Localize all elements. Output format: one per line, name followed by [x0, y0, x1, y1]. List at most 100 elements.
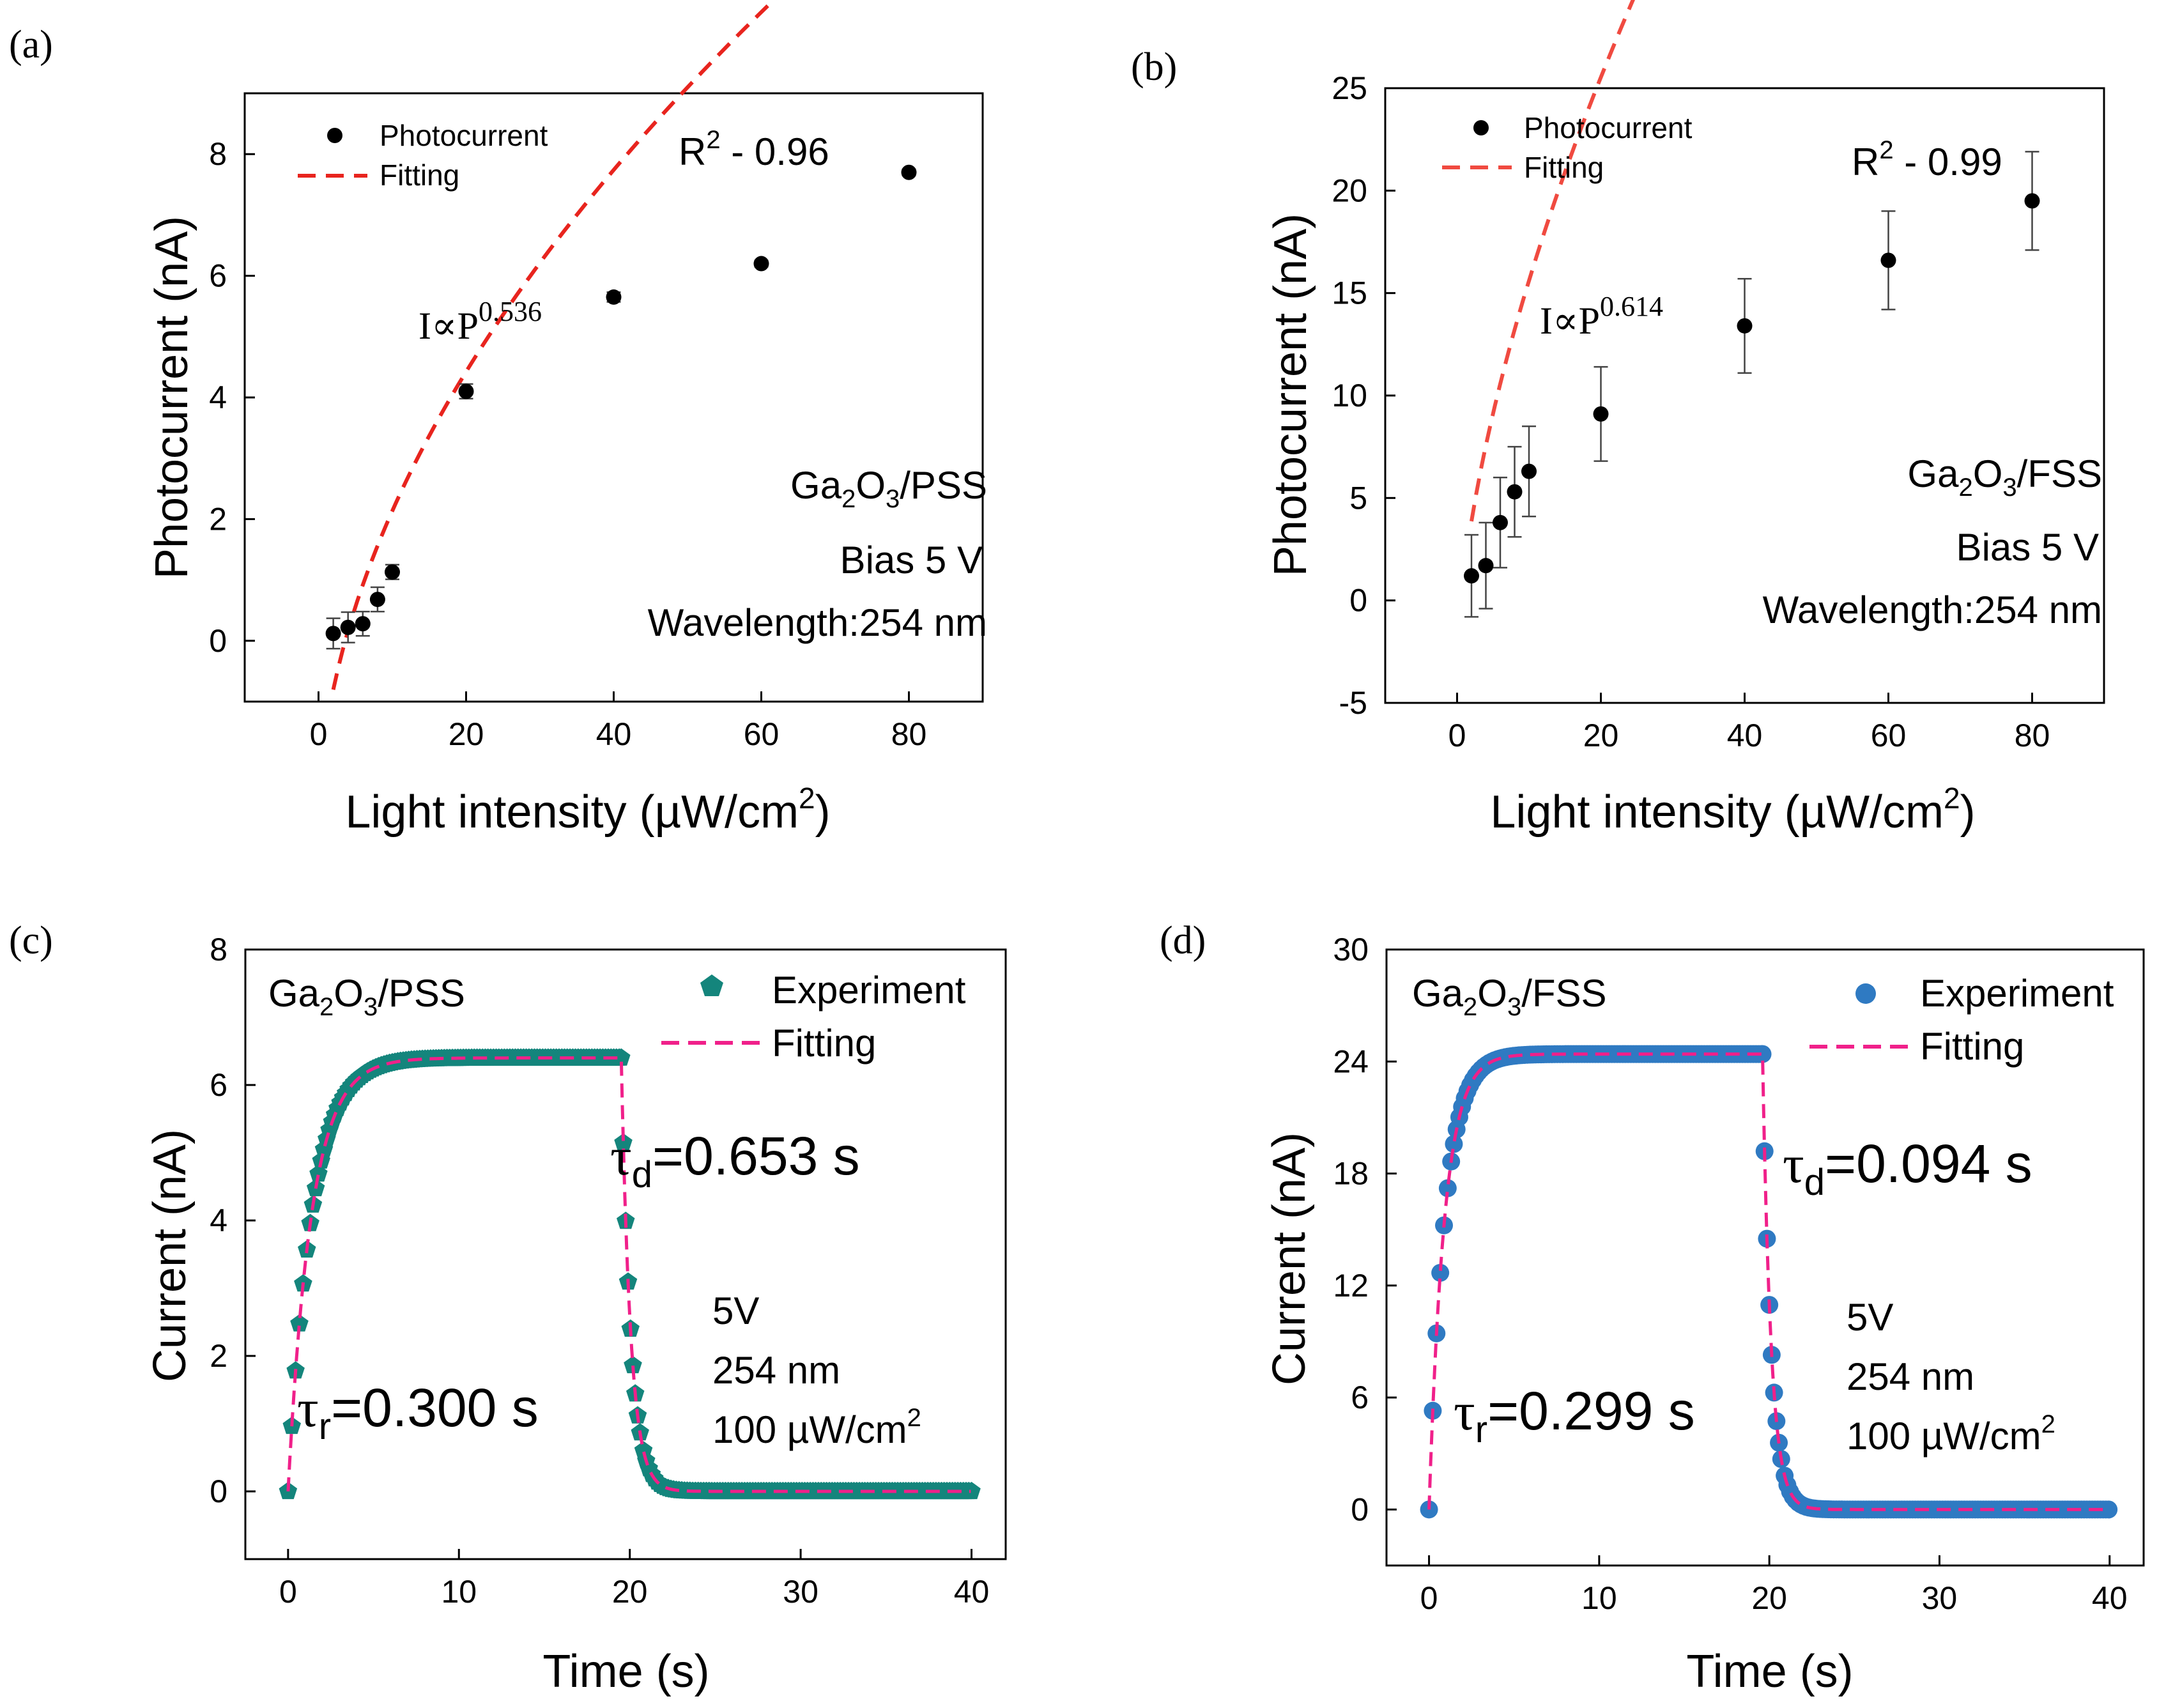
- xlabel-d: Time (s): [1686, 1646, 1853, 1697]
- data-point: [385, 564, 400, 580]
- x-tick-label: 10: [441, 1574, 477, 1610]
- y-tick-label: 4: [209, 380, 227, 415]
- bias-label-d: 5V: [1847, 1296, 1893, 1339]
- data-point: [340, 619, 356, 635]
- panel-c: 0 10 20 30 40 0 2 4 6 8 Current (nA) Time (s) Exp…: [144, 932, 1007, 1697]
- xlabel-b: Light intensity (µW/cm2): [1490, 781, 1975, 838]
- legend-marker-photocurrent-a: [327, 128, 342, 143]
- y-tick-label: -5: [1339, 685, 1367, 721]
- material-label-c: Ga2O3/PSS: [268, 972, 465, 1021]
- material-label-d: Ga2O3/FSS: [1412, 972, 1607, 1021]
- ylabel-c: Current (nA): [144, 1129, 196, 1382]
- legend-label-photocurrent-b: Photocurrent: [1524, 111, 1693, 144]
- panel-label-d: (d): [1160, 919, 1206, 962]
- panel-d: 0 10 20 30 40 0 6 12 18 24 30 Current (nA) Time (s…: [1264, 932, 2145, 1697]
- power-law-b: I∝P0.614: [1540, 291, 1663, 342]
- tau-rise-label-d: τr=0.299 s: [1454, 1381, 1695, 1450]
- experiment-point: [290, 1314, 309, 1332]
- ticks-c: 0 10 20 30 40 0 2 4 6 8: [210, 932, 989, 1610]
- legend-label-photocurrent-a: Photocurrent: [380, 119, 548, 152]
- x-tick-label: 0: [310, 716, 328, 752]
- x-tick-label: 20: [1583, 718, 1619, 753]
- y-tick-label: 18: [1333, 1156, 1369, 1192]
- data-point: [1593, 406, 1609, 422]
- power-law-a: I∝P0.536: [419, 296, 542, 347]
- x-tick-label: 20: [1751, 1580, 1787, 1616]
- wavelength-label-b: Wavelength:254 nm: [1763, 589, 2102, 631]
- data-point: [355, 616, 371, 632]
- fitting-curve: [1427, 1052, 2109, 1511]
- y-tick-label: 6: [210, 1067, 227, 1103]
- panel-label-a: (a): [9, 23, 53, 66]
- xlabel-b-end: ): [1960, 787, 1976, 838]
- fitting-curve: [1470, 0, 1635, 522]
- legend-marker-experiment-c: [700, 974, 723, 996]
- xlabel-a: Light intensity (µW/cm2): [345, 781, 830, 838]
- data-point: [1493, 514, 1508, 530]
- y-tick-label: 6: [1351, 1380, 1369, 1415]
- bias-label-a: Bias 5 V: [840, 539, 983, 581]
- data-point: [1478, 558, 1494, 574]
- x-tick-label: 10: [1581, 1580, 1617, 1616]
- plot-frame-d: [1385, 948, 2145, 1567]
- legend-label-fitting-a: Fitting: [380, 158, 459, 192]
- x-tick-label: 40: [2092, 1580, 2128, 1616]
- data-point: [1464, 568, 1479, 584]
- legend-marker-photocurrent-b: [1473, 120, 1489, 135]
- fitting-curve: [286, 1056, 971, 1493]
- data-a: [325, 0, 917, 690]
- legend-label-fitting-b: Fitting: [1524, 151, 1604, 184]
- xlabel-c: Time (s): [542, 1646, 709, 1697]
- legend-label-experiment-d: Experiment: [1920, 972, 2114, 1015]
- panel-a: 0 20 40 60 80 0 2 4 6 8 Photocurrent (nA) Light i…: [146, 0, 987, 838]
- data-point: [1521, 463, 1537, 479]
- legend-label-experiment-c: Experiment: [772, 969, 966, 1012]
- data-point: [458, 383, 474, 399]
- r2-label-b: R2 - 0.99: [1852, 136, 2002, 183]
- data-d: [1420, 1045, 2118, 1519]
- tau-decay-label-c: τd=0.653 s: [610, 1126, 860, 1196]
- y-tick-label: 0: [209, 623, 227, 659]
- xlabel-a-end: ): [815, 787, 831, 838]
- data-point: [1507, 484, 1523, 500]
- r2-label-a: R2 - 0.96: [679, 126, 829, 173]
- x-tick-label: 40: [1727, 718, 1763, 753]
- experiment-point: [612, 1048, 631, 1066]
- y-tick-label: 24: [1333, 1043, 1369, 1079]
- y-tick-label: 30: [1333, 932, 1369, 967]
- x-tick-label: 60: [1871, 718, 1907, 753]
- xlabel-b-sup: 2: [1944, 781, 1960, 815]
- y-tick-label: 8: [209, 136, 227, 172]
- wavelength-label-d: 254 nm: [1847, 1355, 1974, 1398]
- x-tick-label: 80: [2015, 718, 2050, 753]
- experiment-point: [1753, 1045, 1772, 1063]
- y-tick-label: 10: [1332, 378, 1367, 413]
- y-tick-label: 5: [1349, 480, 1367, 516]
- experiment-point: [2100, 1500, 2118, 1519]
- x-tick-label: 30: [1922, 1580, 1958, 1616]
- ylabel-b: Photocurrent (nA): [1265, 213, 1316, 576]
- experiment-point: [1431, 1263, 1450, 1282]
- bias-label-b: Bias 5 V: [1956, 526, 2099, 569]
- x-tick-label: 0: [1420, 1580, 1438, 1616]
- y-tick-label: 25: [1332, 70, 1367, 106]
- data-point: [325, 626, 341, 642]
- data-point: [1737, 318, 1753, 334]
- data-point: [1880, 252, 1896, 268]
- power-label-c: 100 µW/cm2: [712, 1404, 921, 1451]
- power-label-d: 100 µW/cm2: [1847, 1410, 2055, 1458]
- data-point: [606, 289, 622, 305]
- y-tick-label: 0: [210, 1473, 227, 1509]
- experiment-point: [614, 1133, 633, 1151]
- experiment-point: [962, 1482, 981, 1500]
- experiment-point: [624, 1356, 642, 1374]
- tau-decay-label-d: τd=0.094 s: [1783, 1134, 2032, 1203]
- ticks-d: 0 10 20 30 40 0 6 12 18 24 30: [1333, 932, 2127, 1616]
- data-point: [901, 164, 917, 180]
- data-point: [753, 256, 769, 272]
- xlabel-a-main: Light intensity (µW/cm: [345, 787, 799, 838]
- fitting-curve: [331, 0, 777, 690]
- y-tick-label: 15: [1332, 275, 1367, 311]
- y-tick-label: 12: [1333, 1268, 1369, 1304]
- panel-label-c: (c): [9, 919, 53, 962]
